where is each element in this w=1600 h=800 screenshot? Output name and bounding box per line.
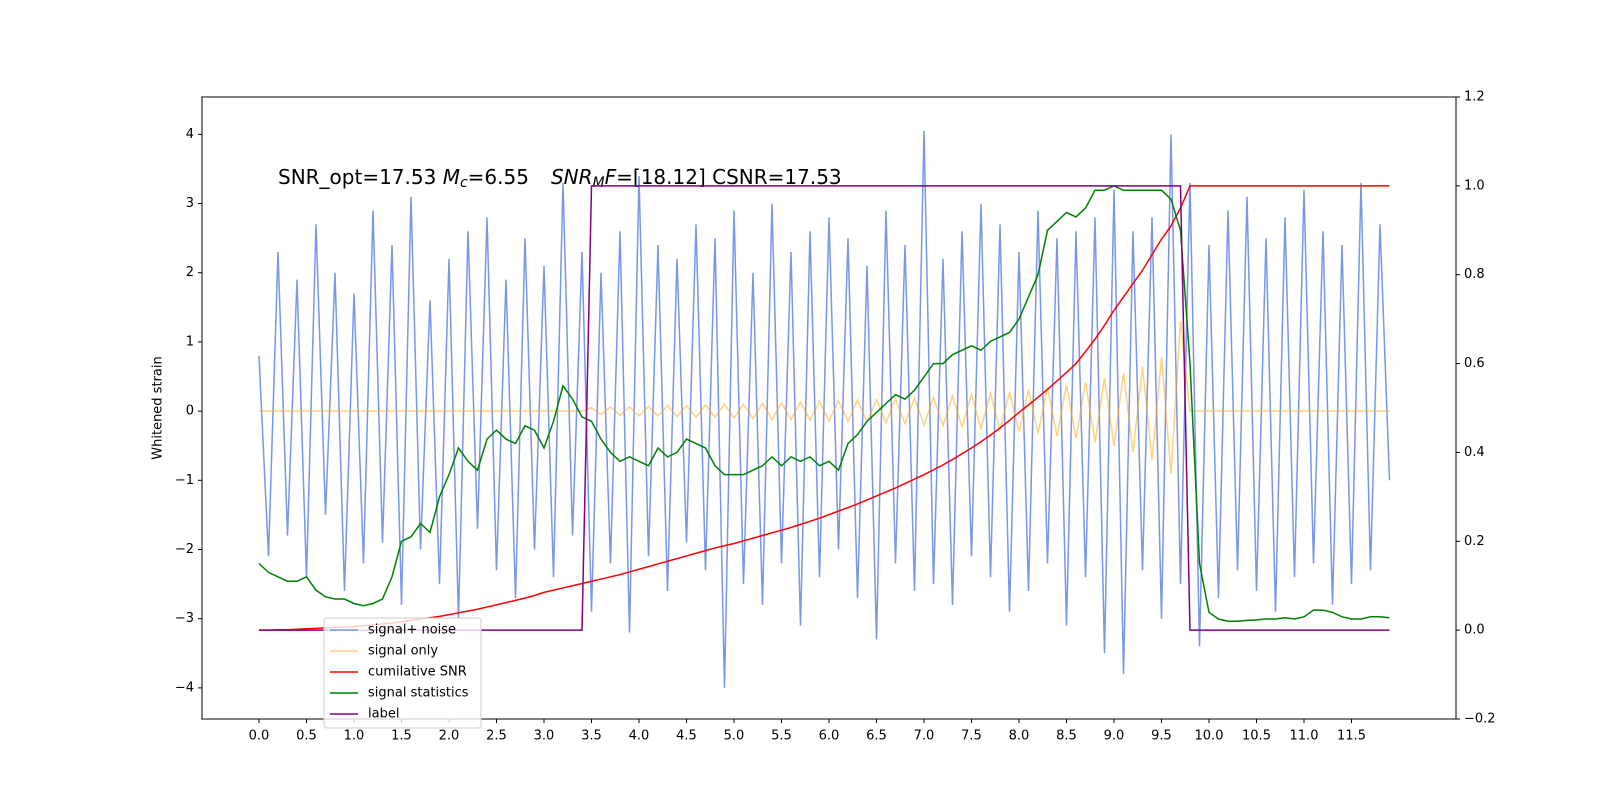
x-tick-label: 0.5 — [296, 729, 317, 744]
y-tick-label: 0 — [186, 404, 194, 419]
title-part: SNR — [551, 165, 593, 189]
series-line — [258, 130, 1391, 688]
x-tick-label: 3.5 — [581, 729, 602, 744]
title-part: =6.55 — [468, 165, 529, 189]
y2-tick-label: 0.8 — [1464, 267, 1485, 282]
legend-label: signal only — [368, 644, 438, 659]
title-part: SNR_opt=17.53 — [278, 165, 443, 189]
x-tick-label: 3.0 — [534, 729, 555, 744]
x-tick-label: 4.0 — [629, 729, 650, 744]
y-tick-label: −1 — [175, 473, 194, 488]
x-tick-label: 10.0 — [1195, 729, 1224, 744]
y-tick-label: 3 — [186, 196, 194, 211]
x-tick-label: 11.0 — [1290, 729, 1319, 744]
y-tick-label: 2 — [186, 265, 194, 280]
legend: signal+ noise signal only cumilative SNR si… — [323, 617, 482, 729]
title-part: M — [443, 165, 460, 189]
y2-tick-label: 0.2 — [1464, 534, 1485, 549]
series-line — [258, 185, 1390, 623]
legend-box — [323, 617, 482, 729]
y-tick-label: −3 — [175, 611, 194, 626]
x-tick-label: 9.0 — [1104, 729, 1125, 744]
y-tick-label: 1 — [186, 334, 194, 349]
y-tick-label: 4 — [186, 127, 194, 142]
y2-tick-label: 0.6 — [1464, 356, 1485, 371]
x-tick-label: 10.5 — [1242, 729, 1271, 744]
x-tick-label: 7.0 — [914, 729, 935, 744]
y-tick-label: −2 — [175, 542, 194, 557]
title-part: F — [605, 165, 617, 189]
x-tick-label: 0.0 — [249, 729, 270, 744]
y2-tick-label: 1.2 — [1464, 90, 1485, 105]
y2-tick-label: −0.2 — [1464, 712, 1496, 727]
x-tick-label: 2.0 — [439, 729, 460, 744]
x-tick-label: 9.5 — [1151, 729, 1172, 744]
x-tick-label: 1.5 — [391, 729, 412, 744]
y-tick-label: −4 — [175, 680, 194, 695]
legend-label: signal+ noise — [368, 623, 456, 638]
y-axis-label: Whitened strain — [151, 356, 166, 459]
x-tick-label: 5.0 — [724, 729, 745, 744]
y2-tick-label: 0.4 — [1464, 445, 1485, 460]
x-tick-label: 8.5 — [1056, 729, 1077, 744]
x-tick-label: 1.0 — [344, 729, 365, 744]
y2-tick-label: 1.0 — [1464, 178, 1485, 193]
x-tick-label: 5.5 — [771, 729, 792, 744]
x-tick-label: 11.5 — [1337, 729, 1366, 744]
legend-label: label — [368, 707, 399, 722]
legend-label: cumilative SNR — [368, 665, 467, 680]
x-tick-label: 7.5 — [961, 729, 982, 744]
chart-title: SNR_opt=17.53 Mc=6.55 SNRMF=[18.12] CSNR=… — [278, 165, 842, 192]
x-tick-label: 2.5 — [486, 729, 507, 744]
legend-label: signal statistics — [368, 686, 469, 701]
series-line — [259, 321, 1390, 474]
x-tick-label: 6.5 — [866, 729, 887, 744]
x-tick-label: 4.5 — [676, 729, 697, 744]
series-line — [259, 185, 1390, 631]
y2-tick-label: 0.0 — [1464, 623, 1485, 638]
x-tick-label: 8.0 — [1009, 729, 1030, 744]
x-tick-label: 6.0 — [819, 729, 840, 744]
title-part: M — [593, 175, 605, 191]
title-part: c — [460, 175, 468, 191]
title-part: =[18.12] CSNR=17.53 — [616, 165, 842, 189]
